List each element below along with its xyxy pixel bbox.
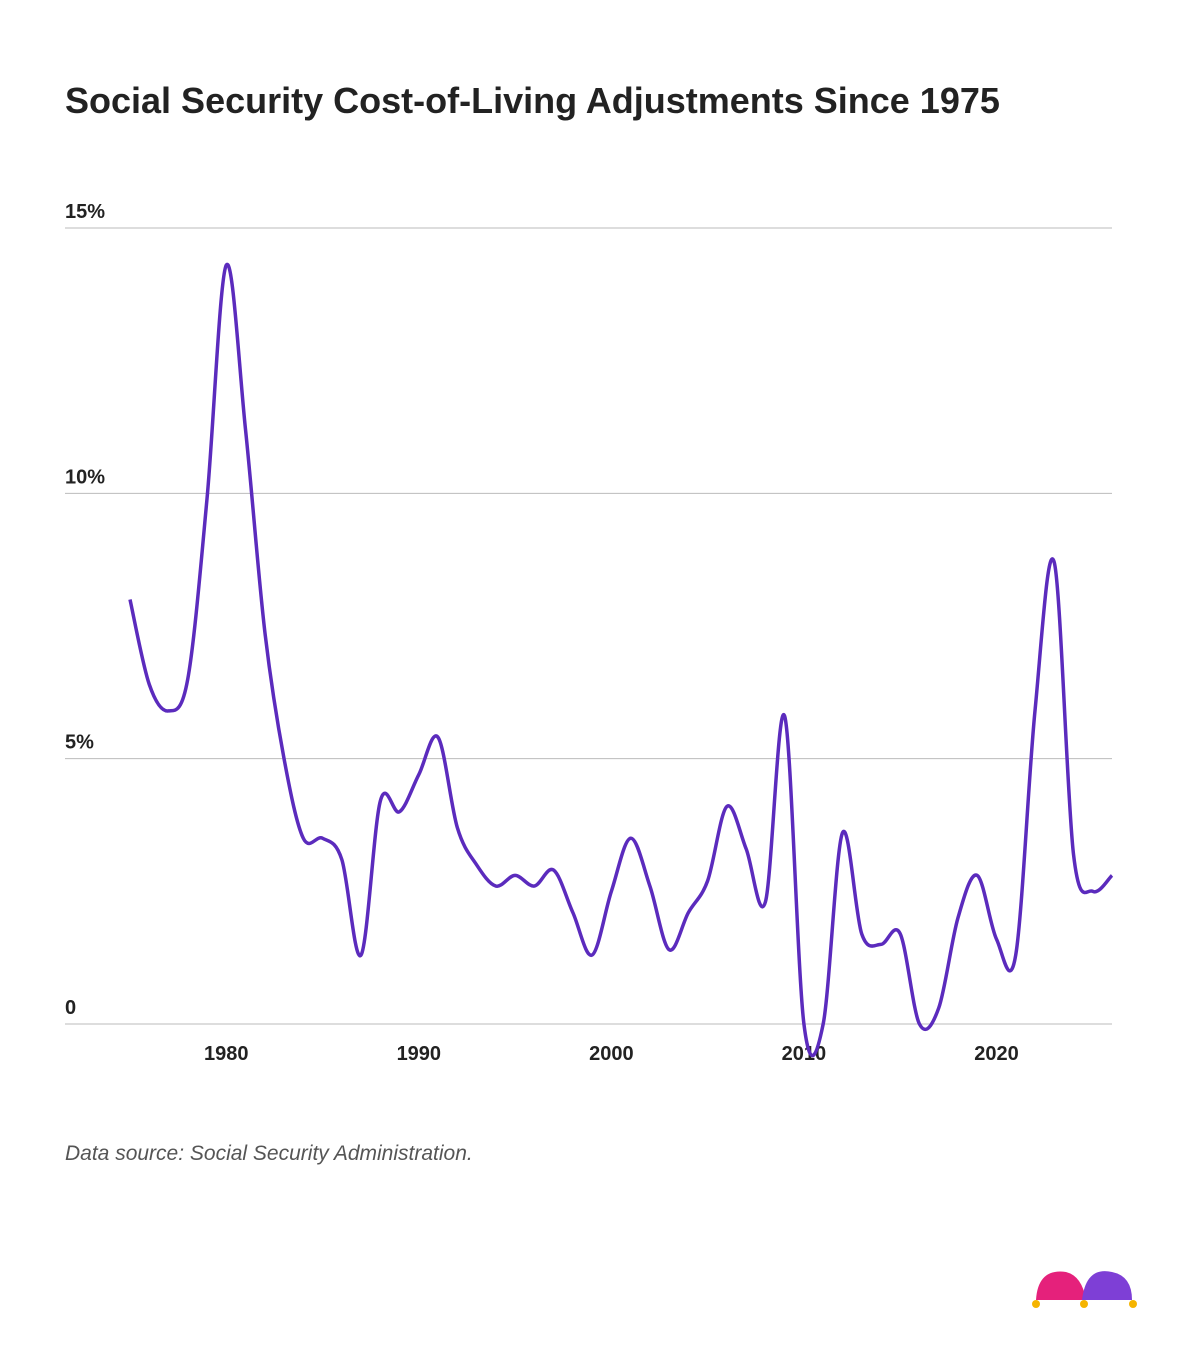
logo-right [1082, 1271, 1132, 1300]
logo-dot [1032, 1300, 1040, 1308]
source-note: Data source: Social Security Administrat… [65, 1142, 473, 1165]
y-tick-label: 5% [65, 732, 94, 754]
y-tick-label: 10% [65, 466, 105, 488]
logo-dot [1080, 1300, 1088, 1308]
chart-title: Social Security Cost-of-Living Adjustmen… [65, 80, 1000, 121]
y-tick-label: 0 [65, 997, 76, 1019]
x-tick-label: 1990 [397, 1043, 442, 1065]
x-tick-label: 2020 [974, 1043, 1019, 1065]
x-tick-label: 2000 [589, 1043, 634, 1065]
logo [1032, 1271, 1137, 1308]
x-tick-label: 2010 [782, 1043, 827, 1065]
logo-dot [1129, 1300, 1137, 1308]
logo-left [1036, 1271, 1086, 1300]
y-tick-label: 15% [65, 201, 105, 223]
data-line [128, 262, 1114, 1058]
x-tick-label: 1980 [204, 1043, 249, 1065]
